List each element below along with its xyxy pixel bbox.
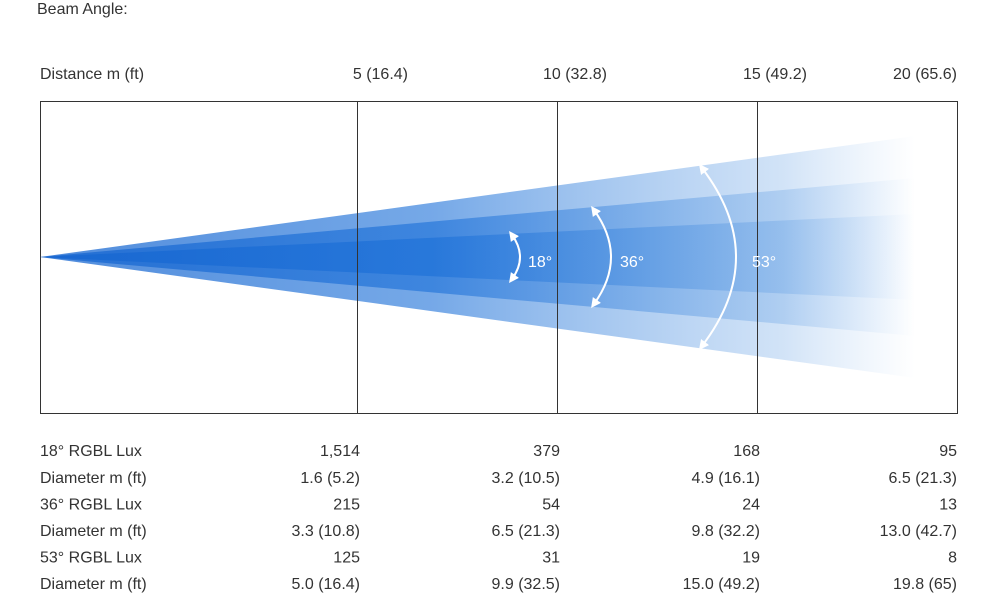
beam-18 [40, 214, 915, 300]
distance-label: Distance m (ft) [40, 66, 144, 83]
cell: 1,514 [320, 443, 360, 460]
arc-36 [591, 205, 612, 309]
title: Beam Angle: [37, 1, 128, 18]
cell: 3.2 (10.5) [492, 470, 560, 487]
cell: 19 [742, 550, 760, 567]
cell: 6.5 (21.3) [889, 470, 957, 487]
angle-label: 53° [752, 254, 776, 271]
arc-53 [698, 164, 737, 350]
diagram-frame [40, 101, 958, 414]
arc-18 [509, 230, 521, 284]
cell: 13 [939, 496, 957, 513]
row-label: Diameter m (ft) [40, 576, 147, 593]
cell: 19.8 (65) [893, 576, 957, 593]
distance-column: 10 (32.8) [543, 66, 607, 83]
angle-label: 36° [620, 254, 644, 271]
angle-label: 18° [528, 254, 552, 271]
beams [40, 136, 915, 378]
cell: 8 [948, 550, 957, 567]
cell: 125 [333, 550, 360, 567]
cell: 6.5 (21.3) [492, 523, 560, 540]
distance-column: 5 (16.4) [353, 66, 408, 83]
cell: 5.0 (16.4) [292, 576, 360, 593]
cell: 24 [742, 496, 760, 513]
cell: 9.9 (32.5) [492, 576, 560, 593]
cell: 54 [542, 496, 560, 513]
cell: 1.6 (5.2) [300, 470, 360, 487]
angle-arcs [509, 164, 737, 350]
cell: 31 [542, 550, 560, 567]
cell: 95 [939, 443, 957, 460]
row-label: 18° RGBL Lux [40, 443, 142, 460]
cell: 15.0 (49.2) [683, 576, 760, 593]
distance-column: 20 (65.6) [893, 66, 957, 83]
cell: 3.3 (10.8) [292, 523, 360, 540]
cell: 13.0 (42.7) [880, 523, 957, 540]
cell: 379 [533, 443, 560, 460]
distance-column: 15 (49.2) [743, 66, 807, 83]
cell: 9.8 (32.2) [692, 523, 760, 540]
row-label: Diameter m (ft) [40, 470, 147, 487]
row-label: 36° RGBL Lux [40, 496, 142, 513]
cell: 4.9 (16.1) [692, 470, 760, 487]
row-label: Diameter m (ft) [40, 523, 147, 540]
row-label: 53° RGBL Lux [40, 550, 142, 567]
cell: 215 [333, 496, 360, 513]
cell: 168 [733, 443, 760, 460]
